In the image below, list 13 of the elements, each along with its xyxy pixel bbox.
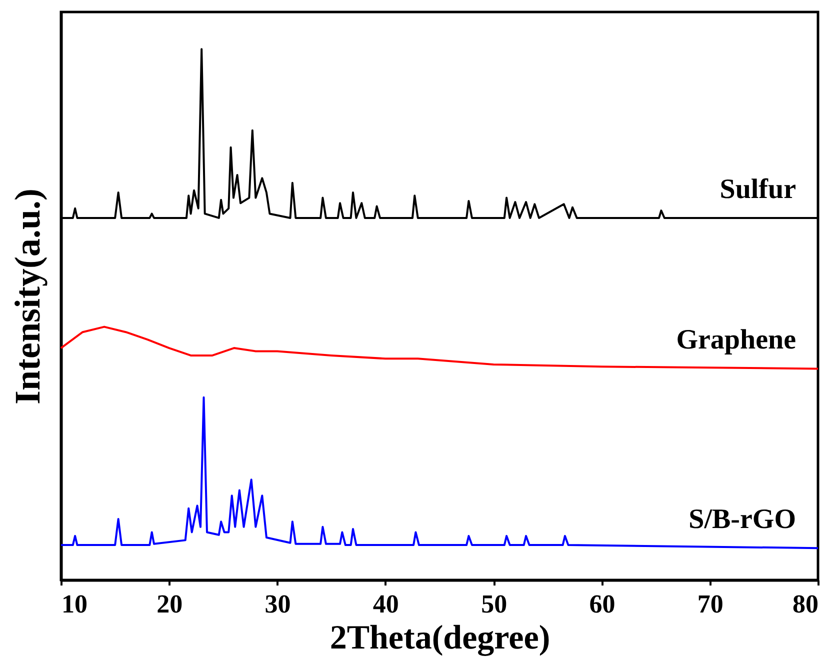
x-axis-title: 2Theta(degree): [330, 620, 550, 656]
y-axis-title: Intensity(a.u.): [8, 188, 48, 405]
x-tick-label: 50: [481, 590, 508, 618]
x-tick-label: 60: [589, 590, 616, 618]
x-tick-label: 30: [264, 590, 291, 618]
x-tick-label: 20: [156, 590, 183, 618]
x-tick-label: 80: [792, 590, 818, 618]
x-tick-label: 40: [372, 590, 399, 618]
x-tick-label: 70: [697, 590, 724, 618]
series-label: S/B-rGO: [688, 504, 796, 536]
series-label: Sulfur: [720, 174, 796, 205]
series-label: Graphene: [676, 324, 796, 356]
x-tick-label: 10: [62, 590, 88, 618]
